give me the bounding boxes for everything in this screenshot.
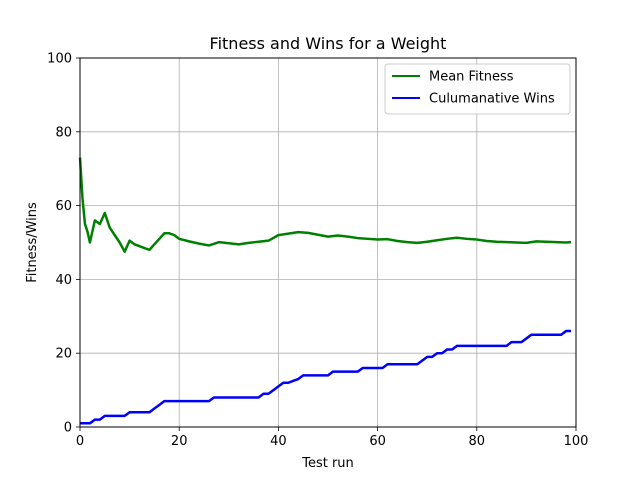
chart-title: Fitness and Wins for a Weight: [210, 34, 447, 53]
x-axis-label: Test run: [301, 456, 354, 471]
y-tick-label: 60: [55, 199, 72, 214]
grid: [79, 57, 577, 428]
y-tick-label: 80: [55, 125, 72, 140]
x-tick-label: 0: [76, 434, 84, 449]
y-tick-label: 100: [47, 52, 72, 67]
legend-box: [384, 63, 571, 115]
y-axis-label: Fitness/Wins: [25, 202, 40, 283]
x-tick-label: 40: [270, 434, 287, 449]
y-tick-label: 40: [55, 273, 72, 288]
series: [78, 157, 572, 425]
x-tick-label: 20: [171, 434, 188, 449]
series-line-mean-fitness: [78, 157, 572, 253]
series-line-culumanative-wins: [80, 329, 572, 425]
x-tick-label: 80: [469, 434, 486, 449]
plot-frame: [79, 57, 577, 428]
y-tick-label: 20: [55, 347, 72, 362]
ticks: 0 20 40 60 80 100 0 20 40 60 80 100: [47, 52, 588, 450]
x-tick-label: 100: [564, 434, 589, 449]
legend-label-cumulative-wins: Culumanative Wins: [429, 92, 555, 107]
legend: Mean Fitness Culumanative Wins: [384, 63, 571, 115]
y-tick-label: 0: [64, 421, 72, 436]
x-tick-label: 60: [369, 434, 386, 449]
legend-label-mean-fitness: Mean Fitness: [429, 70, 514, 85]
